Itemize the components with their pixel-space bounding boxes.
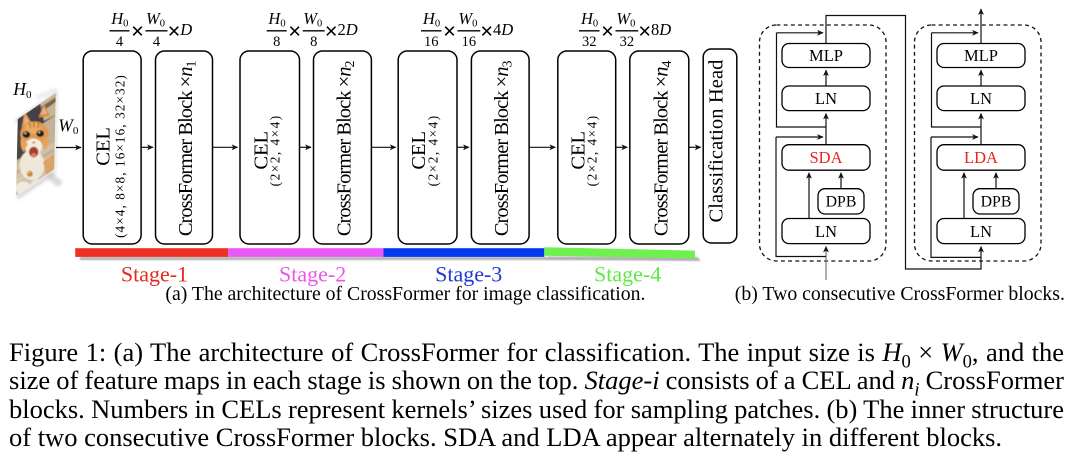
svg-text:(2×2, 4×4): (2×2, 4×4) <box>425 114 440 186</box>
svg-text:Stage-3: Stage-3 <box>435 261 502 286</box>
svg-text:SDA: SDA <box>809 148 842 167</box>
svg-text:W0: W0 <box>458 9 477 29</box>
svg-text:MLP: MLP <box>809 46 843 65</box>
svg-text:LN: LN <box>970 89 992 108</box>
svg-text:32: 32 <box>620 34 635 50</box>
svg-text:4D: 4D <box>493 20 513 39</box>
svg-text:H0: H0 <box>12 79 32 101</box>
svg-text:DPB: DPB <box>826 194 857 211</box>
svg-text:(4×4, 8×8, 16×16, 32×32): (4×4, 8×8, 16×16, 32×32) <box>112 74 127 238</box>
svg-text:CEL: CEL <box>250 131 272 170</box>
svg-text:W0: W0 <box>303 9 322 29</box>
svg-text:8: 8 <box>310 34 317 50</box>
svg-text:32: 32 <box>582 34 597 50</box>
svg-text:CEL: CEL <box>93 127 115 166</box>
svg-text:CEL: CEL <box>567 131 589 170</box>
svg-text:CrossFormer Block ×n4: CrossFormer Block ×n4 <box>650 60 675 236</box>
svg-text:W0: W0 <box>616 9 635 29</box>
svg-text:H0: H0 <box>110 9 128 29</box>
svg-text:H0: H0 <box>422 9 440 29</box>
svg-text:D: D <box>179 20 192 39</box>
svg-text:MLP: MLP <box>964 46 998 65</box>
svg-text:H0: H0 <box>580 9 598 29</box>
svg-text:CrossFormer Block ×n1: CrossFormer Block ×n1 <box>175 60 200 236</box>
svg-text:8D: 8D <box>651 20 671 39</box>
svg-text:8: 8 <box>273 34 280 50</box>
svg-text:W0: W0 <box>58 115 79 137</box>
svg-text:LDA: LDA <box>964 148 998 167</box>
svg-text:H0: H0 <box>267 9 285 29</box>
svg-text:4: 4 <box>153 34 161 50</box>
svg-text:16: 16 <box>424 34 439 50</box>
svg-text:CrossFormer Block ×n3: CrossFormer Block ×n3 <box>491 60 516 236</box>
svg-text:Stage-4: Stage-4 <box>594 261 661 286</box>
svg-text:Classification Head: Classification Head <box>705 59 727 222</box>
svg-text:(2×2, 4×4): (2×2, 4×4) <box>268 114 283 186</box>
svg-text:LN: LN <box>815 222 837 241</box>
svg-text:4: 4 <box>116 34 124 50</box>
svg-text:LN: LN <box>815 89 837 108</box>
svg-text:CrossFormer Block ×n2: CrossFormer Block ×n2 <box>333 60 358 236</box>
svg-text:LN: LN <box>970 222 992 241</box>
svg-text:2D: 2D <box>338 20 358 39</box>
svg-text:DPB: DPB <box>981 194 1012 211</box>
svg-text:W0: W0 <box>146 9 165 29</box>
svg-text:Stage-1: Stage-1 <box>121 261 188 286</box>
svg-text:CEL: CEL <box>408 131 430 170</box>
svg-text:16: 16 <box>462 34 477 50</box>
svg-text:(2×2, 4×4): (2×2, 4×4) <box>585 114 600 186</box>
svg-text:Stage-2: Stage-2 <box>279 261 346 286</box>
